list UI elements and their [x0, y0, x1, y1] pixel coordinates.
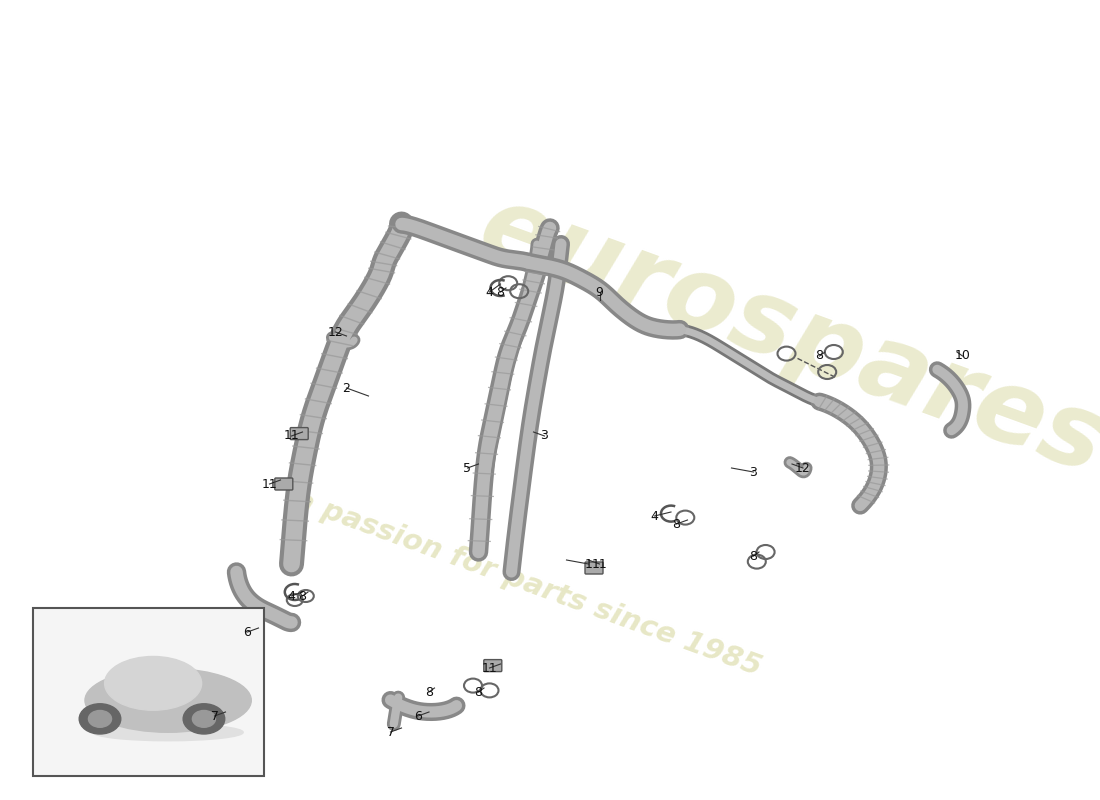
Text: 12: 12	[795, 462, 811, 474]
Text: 4: 4	[287, 590, 296, 602]
Text: 9: 9	[595, 286, 604, 298]
Text: 4: 4	[485, 286, 494, 298]
Text: 4: 4	[650, 510, 659, 522]
Ellipse shape	[88, 710, 111, 727]
Text: 10: 10	[955, 350, 970, 362]
FancyBboxPatch shape	[585, 562, 603, 574]
Ellipse shape	[183, 704, 224, 734]
Ellipse shape	[94, 724, 243, 741]
Text: a passion for parts since 1985: a passion for parts since 1985	[290, 486, 766, 682]
Text: 2: 2	[342, 382, 351, 394]
Text: 8: 8	[474, 686, 483, 698]
Text: 5: 5	[463, 462, 472, 474]
Text: 8: 8	[672, 518, 681, 530]
Ellipse shape	[85, 669, 251, 732]
Text: 11: 11	[284, 430, 299, 442]
FancyBboxPatch shape	[275, 478, 293, 490]
Text: 11: 11	[482, 662, 497, 674]
Text: 7: 7	[386, 726, 395, 738]
Text: 7: 7	[210, 710, 219, 722]
Text: 8: 8	[815, 350, 824, 362]
Bar	[33, 608, 264, 776]
Ellipse shape	[79, 704, 121, 734]
Ellipse shape	[192, 710, 216, 727]
Text: 8: 8	[749, 550, 758, 562]
Text: 11: 11	[262, 478, 277, 490]
Ellipse shape	[104, 657, 201, 710]
Text: 3: 3	[540, 430, 549, 442]
Text: eurospares: eurospares	[465, 176, 1100, 496]
Text: 6: 6	[414, 710, 422, 722]
Text: 11: 11	[592, 558, 607, 570]
FancyBboxPatch shape	[484, 659, 502, 672]
Text: 8: 8	[425, 686, 433, 698]
Text: 3: 3	[749, 466, 758, 478]
Text: 8: 8	[298, 590, 307, 602]
Text: 6: 6	[243, 626, 252, 638]
FancyBboxPatch shape	[290, 427, 308, 440]
Text: 8: 8	[496, 286, 505, 298]
Text: 1: 1	[584, 558, 593, 570]
Text: 12: 12	[328, 326, 343, 338]
